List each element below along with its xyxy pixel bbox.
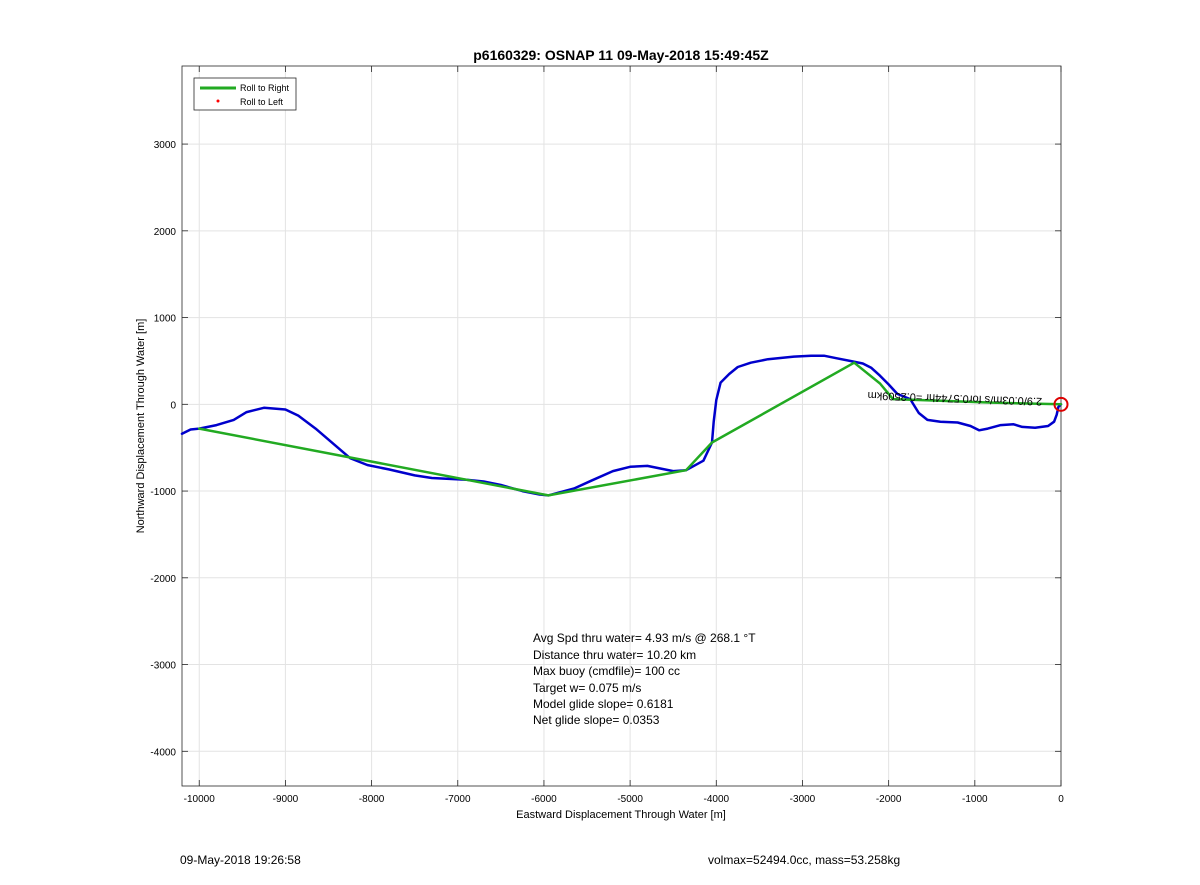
legend-roll-right-label: Roll to Right — [240, 83, 290, 93]
legend-roll-left-swatch — [216, 99, 220, 103]
x-tick-label: 0 — [1058, 794, 1064, 805]
x-tick-label: -2000 — [876, 794, 902, 805]
x-axis-label: Eastward Displacement Through Water [m] — [516, 809, 726, 821]
y-tick-label: 0 — [170, 400, 176, 411]
stat-net-glide-slope: Net glide slope= 0.0353 — [533, 713, 660, 727]
end-position-marker — [1053, 396, 1069, 412]
stat-avg-speed: Avg Spd thru water= 4.93 m/s @ 268.1 °T — [533, 631, 756, 645]
glider-track-line — [180, 354, 1063, 497]
stat-model-glide-slope: Model glide slope= 0.6181 — [533, 697, 674, 711]
x-tick-label: -4000 — [704, 794, 730, 805]
x-tick-label: -8000 — [359, 794, 385, 805]
y-tick-label: -4000 — [150, 747, 176, 758]
y-tick-label: 1000 — [154, 314, 177, 325]
x-tick-label: -10000 — [184, 794, 216, 805]
y-axis-label: Northward Displacement Through Water [m] — [135, 319, 147, 534]
legend-box — [193, 77, 297, 111]
axis-ticks: -10000 -9000 -8000 -7000 -6000 -5000 -4000 -300… — [150, 66, 1064, 805]
x-tick-label: -6000 — [531, 794, 557, 805]
roll-right-line — [197, 361, 1063, 497]
stat-target-w: Target w= 0.075 m/s — [533, 681, 641, 695]
chart-title: p6160329: OSNAP 11 09-May-2018 15:49:45Z — [473, 47, 769, 63]
plot-area-frame — [181, 65, 1062, 787]
x-tick-label: -3000 — [790, 794, 816, 805]
y-tick-label: -3000 — [150, 661, 176, 672]
y-tick-label: -1000 — [150, 487, 176, 498]
x-tick-label: -9000 — [273, 794, 299, 805]
data-series — [180, 354, 1069, 497]
footer-mass-info: volmax=52494.0cc, mass=53.258kg — [708, 853, 901, 867]
x-tick-label: -1000 — [962, 794, 988, 805]
x-tick-label: -5000 — [617, 794, 643, 805]
legend: Roll to Right Roll to Left — [193, 77, 297, 111]
y-tick-label: 3000 — [154, 140, 177, 151]
stat-distance: Distance thru water= 10.20 km — [533, 648, 696, 662]
legend-roll-left-label: Roll to Left — [240, 97, 284, 107]
y-tick-label: -2000 — [150, 574, 176, 585]
stat-max-buoy: Max buoy (cmdfile)= 100 cc — [533, 664, 680, 678]
stats-block: Avg Spd thru water= 4.93 m/s @ 268.1 °T … — [533, 631, 756, 727]
y-tick-label: 2000 — [154, 227, 177, 238]
x-tick-label: -7000 — [445, 794, 471, 805]
footer-timestamp: 09-May-2018 19:26:58 — [180, 853, 301, 867]
